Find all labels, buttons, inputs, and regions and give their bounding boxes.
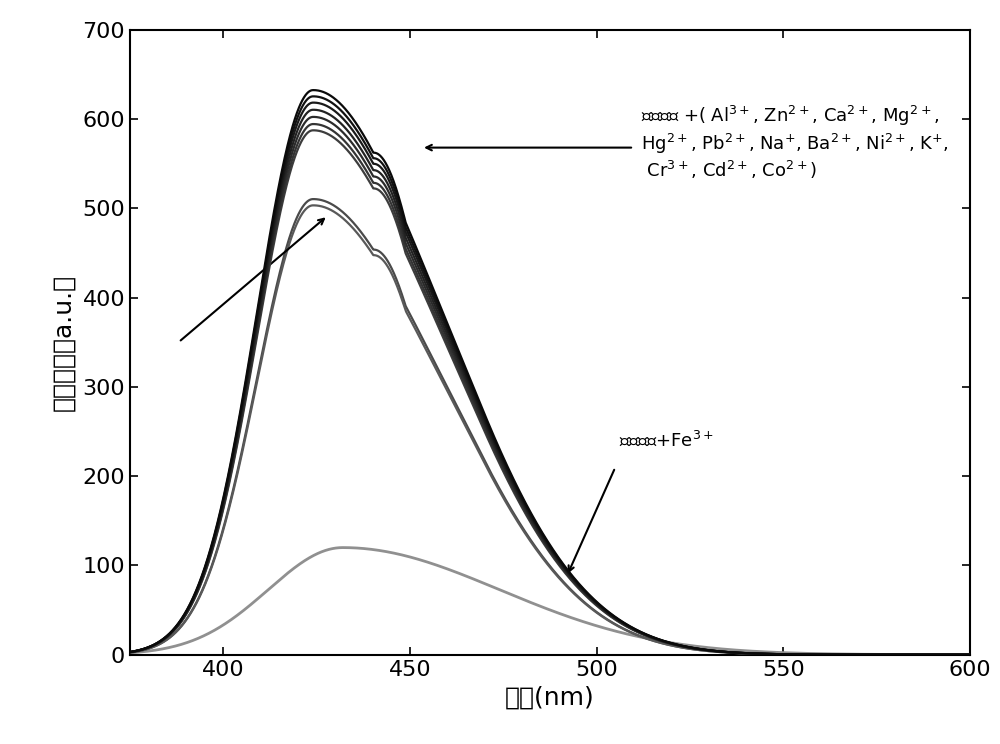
Text: 荧光探针 +( Al$^{3+}$, Zn$^{2+}$, Ca$^{2+}$, Mg$^{2+}$,
Hg$^{2+}$, Pb$^{2+}$, Na$^{+: 荧光探针 +( Al$^{3+}$, Zn$^{2+}$, Ca$^{2+}$,… bbox=[641, 104, 949, 182]
Text: 荧光探针+Fe$^{3+}$: 荧光探针+Fe$^{3+}$ bbox=[619, 430, 714, 449]
Y-axis label: 药光强度（a.u.）: 药光强度（a.u.） bbox=[51, 274, 75, 411]
X-axis label: 波长(nm): 波长(nm) bbox=[505, 685, 595, 709]
